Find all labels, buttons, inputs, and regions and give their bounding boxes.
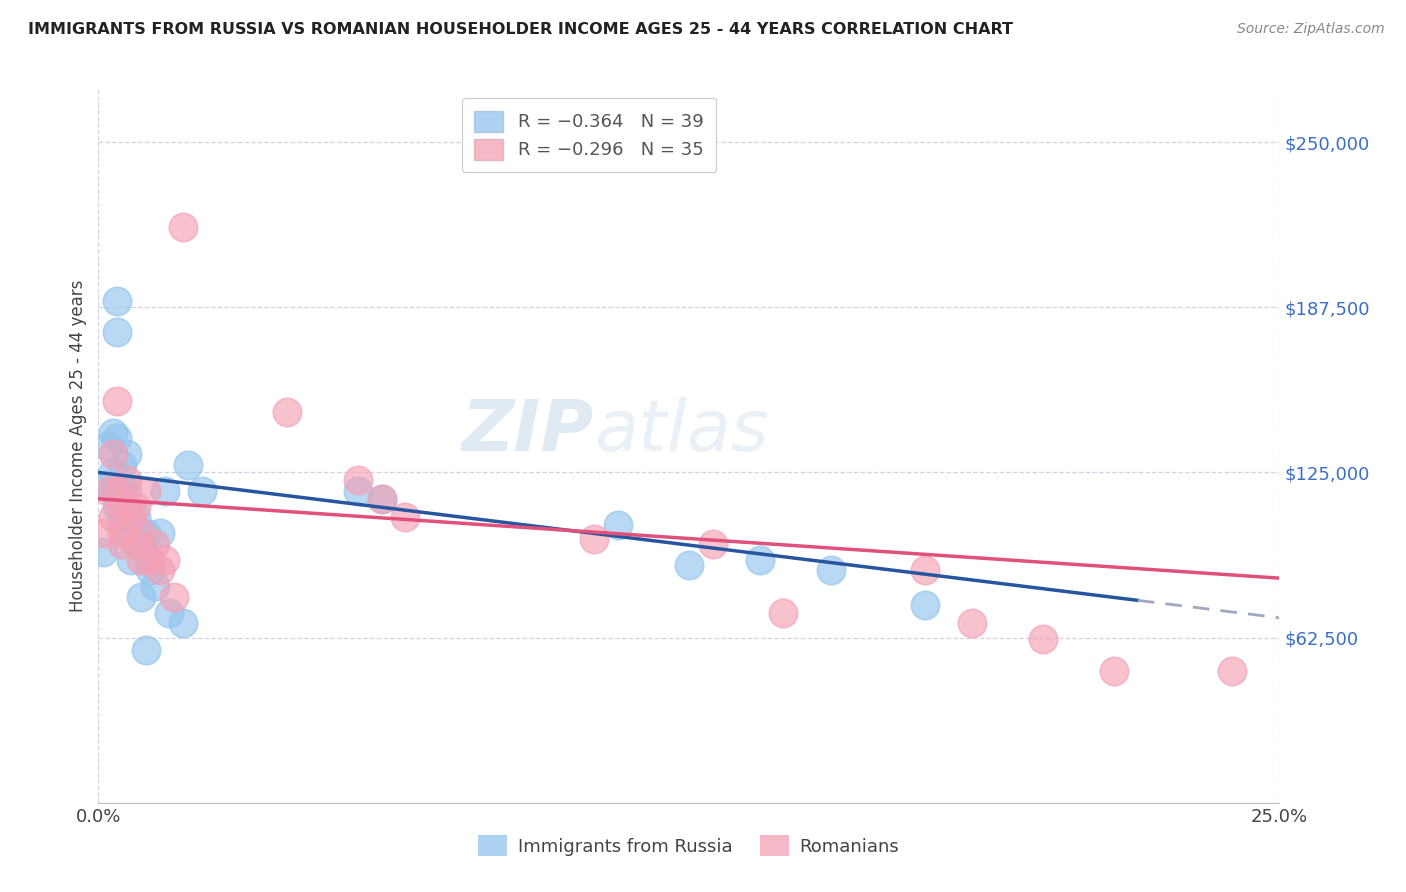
Point: [157, 606, 180, 620]
Point: [111, 500, 134, 514]
Point: [115, 500, 138, 514]
Point: [101, 510, 124, 524]
Point: [143, 537, 166, 551]
Point: [1220, 664, 1243, 678]
Point: [394, 510, 416, 524]
Point: [177, 458, 200, 472]
Point: [105, 293, 128, 308]
Point: [135, 642, 157, 657]
Point: [121, 526, 143, 541]
Point: [111, 458, 134, 472]
Point: [1032, 632, 1054, 646]
Point: [153, 552, 176, 566]
Point: [163, 590, 186, 604]
Point: [135, 526, 157, 541]
Point: [276, 404, 298, 418]
Point: [135, 483, 157, 498]
Point: [105, 431, 128, 445]
Point: [129, 526, 152, 541]
Point: [914, 598, 936, 612]
Point: [172, 219, 194, 234]
Text: atlas: atlas: [595, 397, 769, 467]
Point: [914, 563, 936, 577]
Point: [111, 483, 134, 498]
Point: [105, 500, 128, 514]
Point: [678, 558, 700, 572]
Point: [149, 526, 172, 541]
Point: [371, 491, 394, 506]
Text: ZIP: ZIP: [463, 397, 595, 467]
Point: [347, 474, 370, 488]
Point: [105, 394, 128, 409]
Point: [101, 466, 124, 480]
Text: Source: ZipAtlas.com: Source: ZipAtlas.com: [1237, 22, 1385, 37]
Point: [91, 526, 114, 541]
Point: [97, 483, 120, 498]
Point: [115, 474, 138, 488]
Point: [172, 616, 194, 631]
Point: [153, 483, 176, 498]
Point: [371, 491, 394, 506]
Point: [129, 552, 152, 566]
Point: [129, 537, 152, 551]
Point: [125, 510, 148, 524]
Point: [121, 552, 143, 566]
Point: [820, 563, 842, 577]
Point: [772, 606, 794, 620]
Point: [139, 563, 162, 577]
Y-axis label: Householder Income Ages 25 - 44 years: Householder Income Ages 25 - 44 years: [69, 280, 87, 612]
Point: [125, 500, 148, 514]
Legend: Immigrants from Russia, Romanians: Immigrants from Russia, Romanians: [470, 826, 908, 865]
Point: [97, 439, 120, 453]
Point: [125, 537, 148, 551]
Point: [115, 483, 138, 498]
Point: [91, 545, 114, 559]
Point: [607, 518, 630, 533]
Point: [702, 537, 724, 551]
Point: [143, 579, 166, 593]
Point: [111, 510, 134, 524]
Point: [962, 616, 984, 631]
Point: [101, 425, 124, 440]
Point: [1102, 664, 1125, 678]
Point: [129, 590, 152, 604]
Point: [191, 483, 214, 498]
Point: [115, 447, 138, 461]
Point: [111, 537, 134, 551]
Point: [101, 483, 124, 498]
Point: [583, 532, 606, 546]
Point: [105, 326, 128, 340]
Point: [748, 552, 770, 566]
Point: [139, 552, 162, 566]
Point: [149, 563, 172, 577]
Point: [97, 478, 120, 492]
Point: [139, 552, 162, 566]
Point: [347, 483, 370, 498]
Point: [115, 526, 138, 541]
Point: [101, 447, 124, 461]
Point: [121, 510, 143, 524]
Point: [111, 526, 134, 541]
Text: IMMIGRANTS FROM RUSSIA VS ROMANIAN HOUSEHOLDER INCOME AGES 25 - 44 YEARS CORRELA: IMMIGRANTS FROM RUSSIA VS ROMANIAN HOUSE…: [28, 22, 1014, 37]
Point: [105, 483, 128, 498]
